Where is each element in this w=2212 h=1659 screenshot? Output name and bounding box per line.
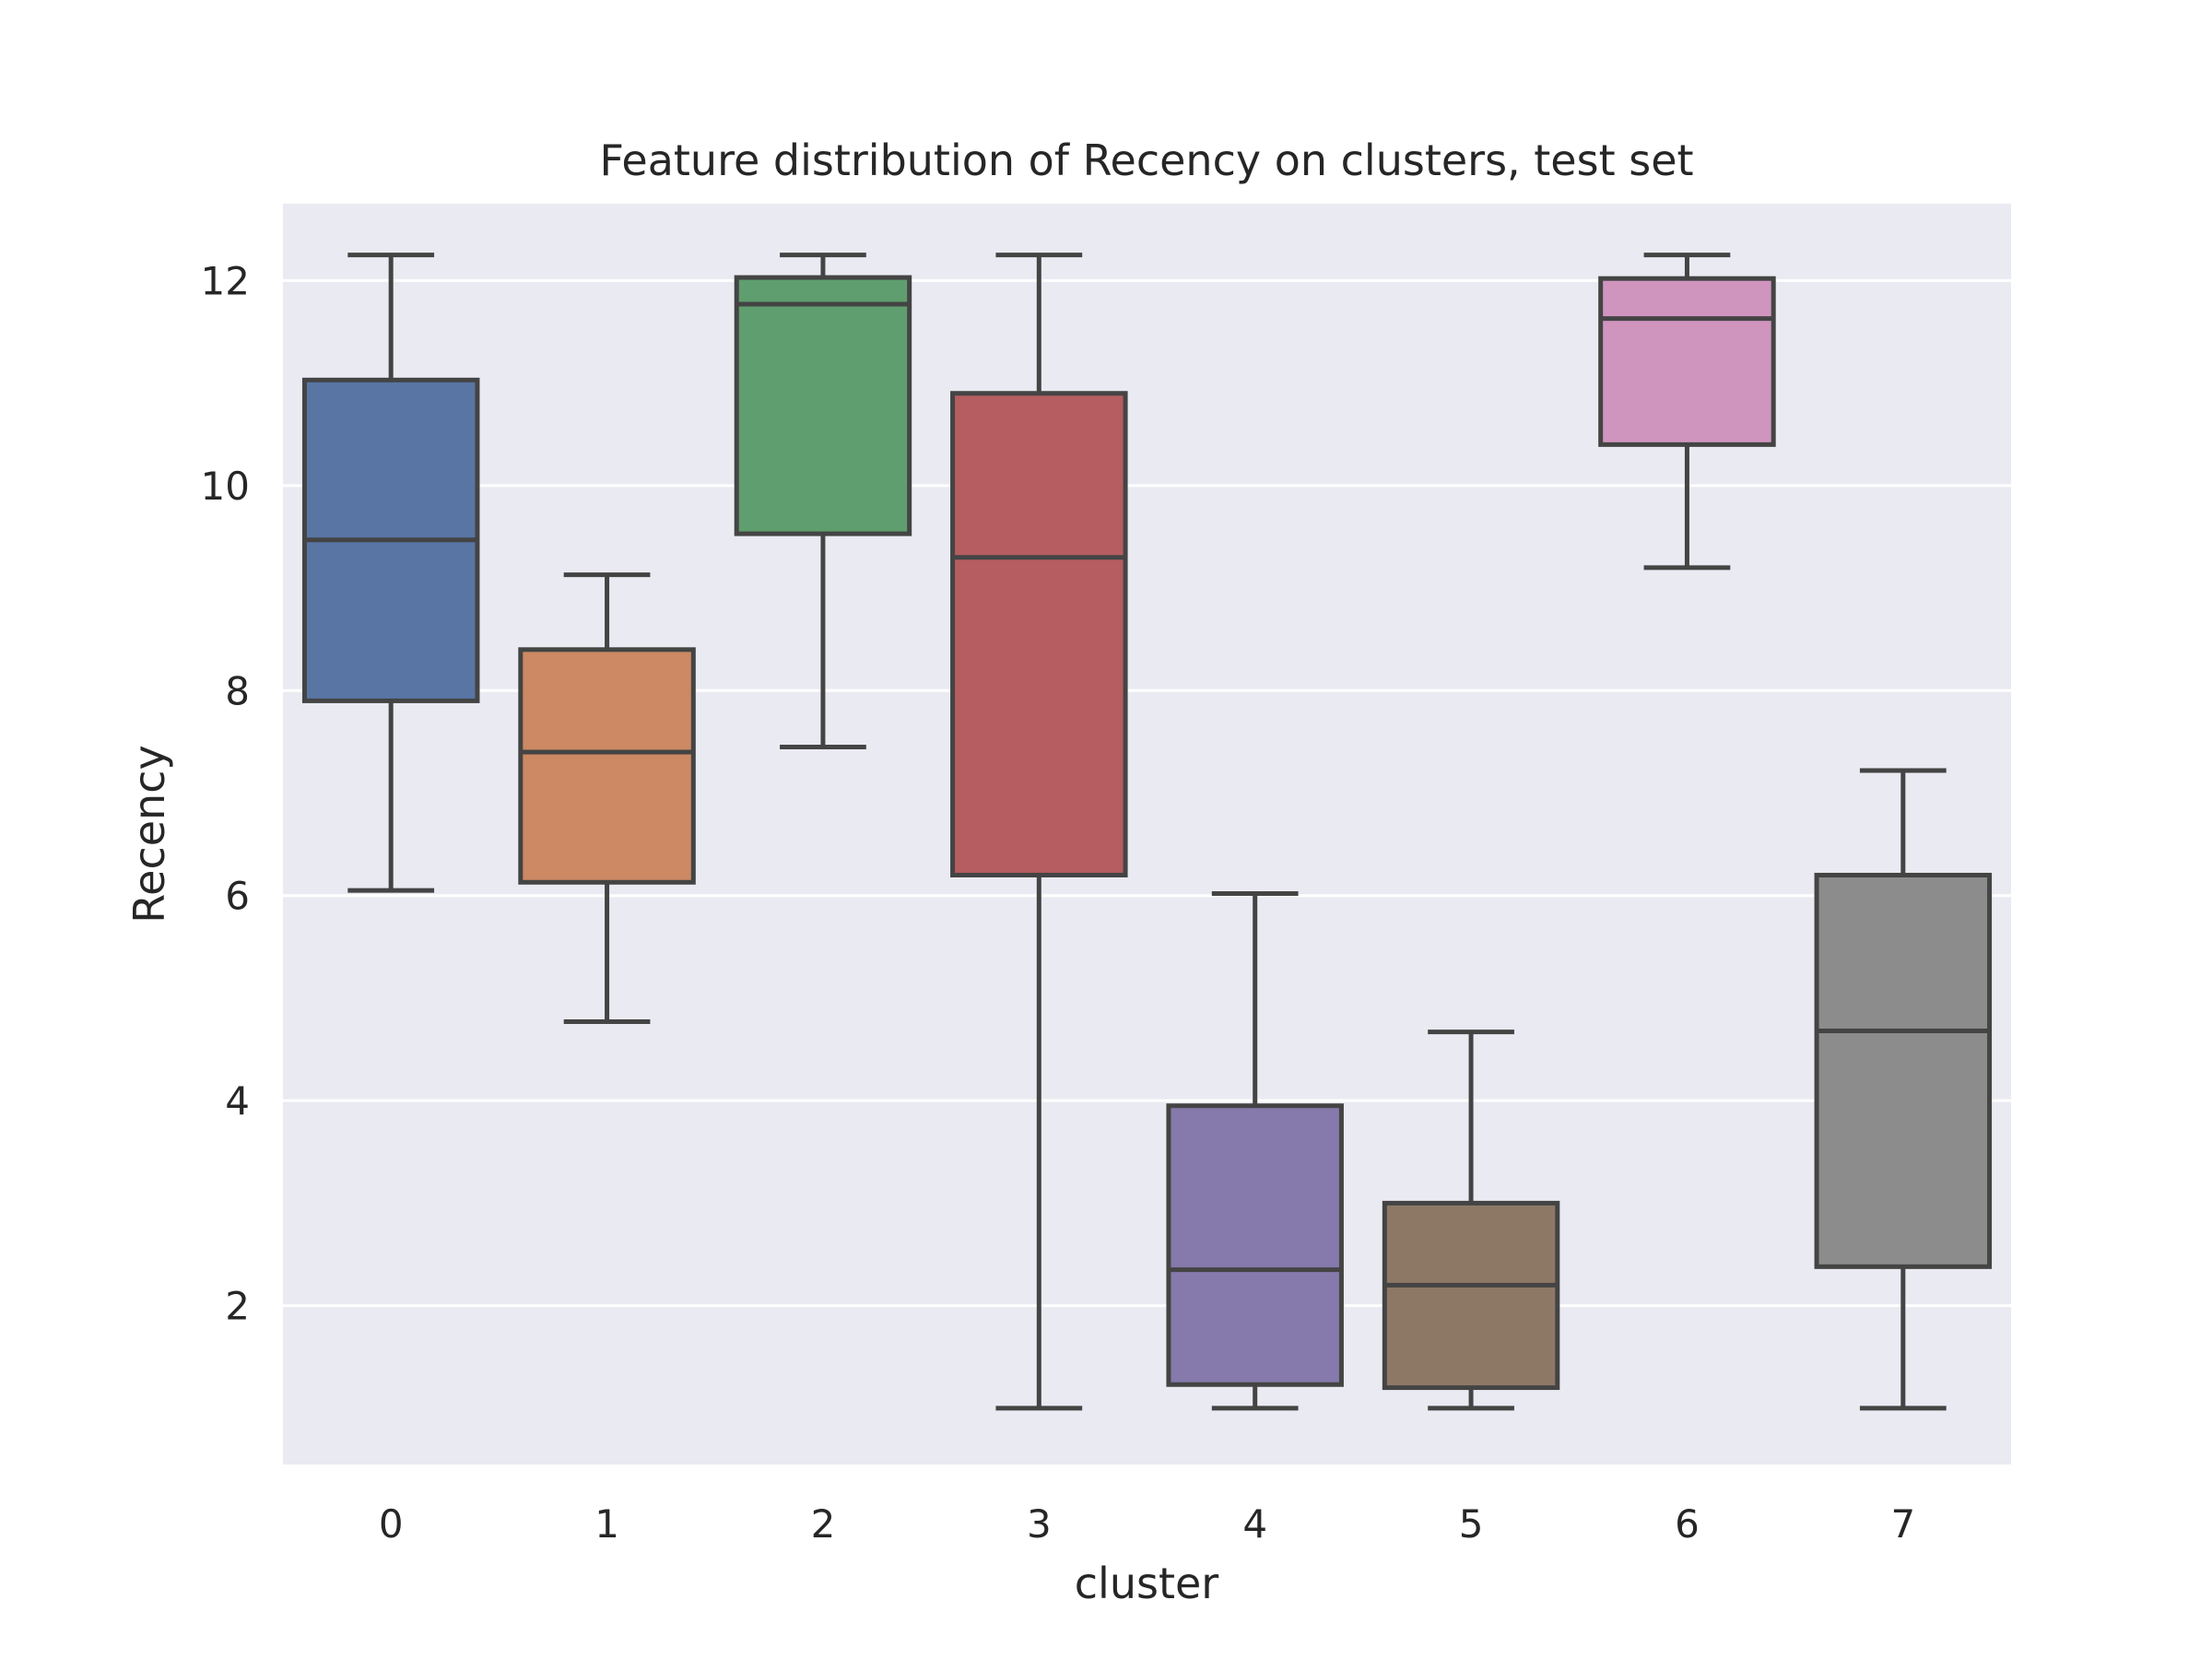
y-tick-label: 8 [225, 668, 250, 713]
box-cluster-7 [1814, 768, 1993, 1411]
box-cluster-2 [734, 253, 912, 749]
chart-title: Feature distribution of Recency on clust… [599, 135, 1693, 185]
y-tick-labels: 2 4 6 8 10 12 [201, 258, 250, 1328]
y-tick-label: 2 [225, 1284, 250, 1329]
iqr-box [1598, 276, 1776, 447]
x-tick-label-2: 2 [811, 1501, 836, 1547]
x-tick-label-3: 3 [1027, 1501, 1052, 1547]
y-tick-label: 10 [201, 464, 250, 509]
iqr-box [518, 647, 696, 885]
box-cluster-6 [1598, 253, 1776, 571]
x-tick-label-7: 7 [1890, 1501, 1915, 1547]
y-tick-label: 6 [225, 874, 250, 919]
x-tick-labels: 0 1 2 3 4 5 6 7 [379, 1501, 1915, 1547]
y-axis-label: Recency [124, 745, 174, 923]
iqr-box [1382, 1200, 1560, 1391]
box-cluster-3 [950, 253, 1128, 1411]
x-tick-label-4: 4 [1242, 1501, 1267, 1547]
x-tick-label-1: 1 [594, 1501, 619, 1547]
x-tick-label-5: 5 [1459, 1501, 1484, 1547]
box-cluster-4 [1166, 891, 1344, 1411]
iqr-box [1166, 1103, 1344, 1387]
iqr-box [734, 275, 912, 536]
y-tick-label: 4 [225, 1078, 250, 1124]
y-tick-label: 12 [201, 258, 250, 303]
box-cluster-5 [1382, 1030, 1560, 1411]
iqr-box [950, 391, 1128, 877]
x-tick-label-6: 6 [1675, 1501, 1700, 1547]
x-tick-label-0: 0 [379, 1501, 404, 1547]
box-cluster-1 [518, 572, 696, 1025]
x-axis-label: cluster [1075, 1559, 1219, 1608]
iqr-box [1814, 872, 1993, 1269]
box-series [301, 253, 1993, 1411]
box-cluster-0 [301, 253, 480, 893]
